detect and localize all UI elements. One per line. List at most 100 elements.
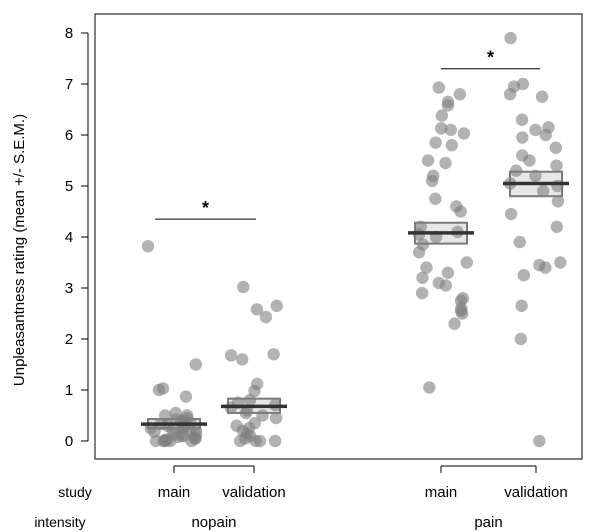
- data-point: [270, 299, 283, 313]
- data-point: [233, 434, 247, 448]
- data-point: [435, 122, 448, 135]
- data-point: [536, 184, 550, 198]
- data-point: [425, 174, 439, 188]
- y-tick-label: 4: [65, 229, 73, 246]
- data-point: [550, 220, 564, 233]
- data-point: [415, 286, 429, 300]
- y-tick-label: 7: [65, 76, 73, 93]
- data-point: [514, 332, 528, 346]
- y-tick-label: 8: [65, 25, 73, 42]
- data-point: [423, 381, 436, 394]
- data-point: [454, 205, 467, 218]
- data-point: [164, 434, 177, 448]
- significance-marker: *: [487, 48, 494, 68]
- data-point: [185, 434, 198, 448]
- groups: [141, 31, 569, 448]
- row-label-study: study: [58, 484, 91, 500]
- data-point: [539, 128, 552, 142]
- data-point: [429, 192, 442, 205]
- data-point: [456, 307, 469, 320]
- data-point: [269, 411, 283, 425]
- y-tick-label: 6: [65, 127, 73, 144]
- group-pain-validation: [503, 31, 569, 448]
- data-point: [533, 434, 546, 448]
- data-point: [429, 136, 442, 149]
- data-point: [432, 81, 446, 94]
- data-point: [250, 303, 264, 316]
- data-point: [189, 358, 203, 371]
- data-point: [551, 195, 565, 208]
- data-point: [236, 353, 249, 366]
- data-point: [523, 154, 536, 167]
- data-point: [516, 131, 529, 144]
- data-point: [268, 434, 282, 448]
- data-point: [517, 269, 531, 282]
- group-pain-main: [408, 81, 474, 394]
- group-nopain-main: [141, 239, 207, 448]
- data-point: [445, 139, 459, 152]
- data-point: [444, 123, 458, 137]
- y-tick-label: 3: [65, 280, 73, 297]
- data-point: [504, 31, 517, 45]
- x-tick-label-study: main: [425, 484, 458, 501]
- data-point: [253, 434, 267, 448]
- y-axis-label: Unpleasantness rating (mean +/- S.E.M.): [11, 114, 28, 386]
- significance-marker: *: [202, 198, 209, 218]
- data-point: [504, 207, 518, 221]
- data-point: [148, 425, 161, 439]
- data-point: [453, 88, 467, 101]
- data-point: [509, 164, 523, 177]
- comparisons: **: [155, 48, 540, 220]
- x-tick-label-study: validation: [504, 484, 567, 501]
- data-point: [460, 256, 474, 269]
- data-point: [554, 256, 567, 269]
- data-point: [179, 390, 193, 403]
- data-point: [420, 261, 433, 274]
- data-point: [259, 310, 273, 324]
- data-point: [529, 169, 542, 182]
- data-point: [441, 99, 455, 112]
- y-axis: Unpleasantness rating (mean +/- S.E.M.) …: [11, 25, 89, 450]
- y-tick-label: 5: [65, 178, 73, 195]
- data-point: [550, 159, 563, 172]
- data-point: [243, 394, 257, 407]
- y-tick-label: 2: [65, 331, 73, 348]
- group-nopain-validation: [221, 280, 287, 448]
- data-point: [457, 127, 471, 140]
- x-tick-label-study: main: [158, 484, 191, 501]
- data-point: [416, 271, 429, 284]
- x-labels: study intensity main validation main valida…: [34, 465, 568, 531]
- data-point: [503, 88, 517, 101]
- data-point: [535, 90, 549, 103]
- data-point: [152, 383, 166, 397]
- data-point: [412, 246, 426, 259]
- data-point: [529, 123, 542, 137]
- data-point: [141, 239, 155, 253]
- y-tick-label: 0: [65, 433, 73, 450]
- data-point: [515, 299, 528, 313]
- data-point: [435, 109, 449, 122]
- data-point: [513, 235, 526, 249]
- x-tick-label-study: validation: [222, 484, 285, 501]
- data-point: [439, 279, 453, 292]
- data-point: [515, 113, 529, 126]
- data-point: [239, 406, 253, 420]
- row-label-intensity: intensity: [34, 514, 85, 530]
- data-point: [448, 317, 461, 330]
- data-point: [237, 280, 250, 294]
- y-tick-label: 1: [65, 382, 73, 399]
- data-point: [224, 349, 238, 362]
- data-point: [248, 384, 261, 398]
- plot-frame: [94, 13, 583, 460]
- data-point: [267, 348, 280, 361]
- intensity-label-pain: pain: [474, 514, 502, 531]
- data-point: [256, 409, 269, 422]
- data-point: [549, 141, 563, 154]
- data-point: [441, 266, 455, 279]
- data-point: [551, 179, 564, 193]
- intensity-label-nopain: nopain: [191, 514, 236, 531]
- data-point: [421, 154, 435, 167]
- data-point: [439, 156, 452, 170]
- data-point: [539, 261, 552, 274]
